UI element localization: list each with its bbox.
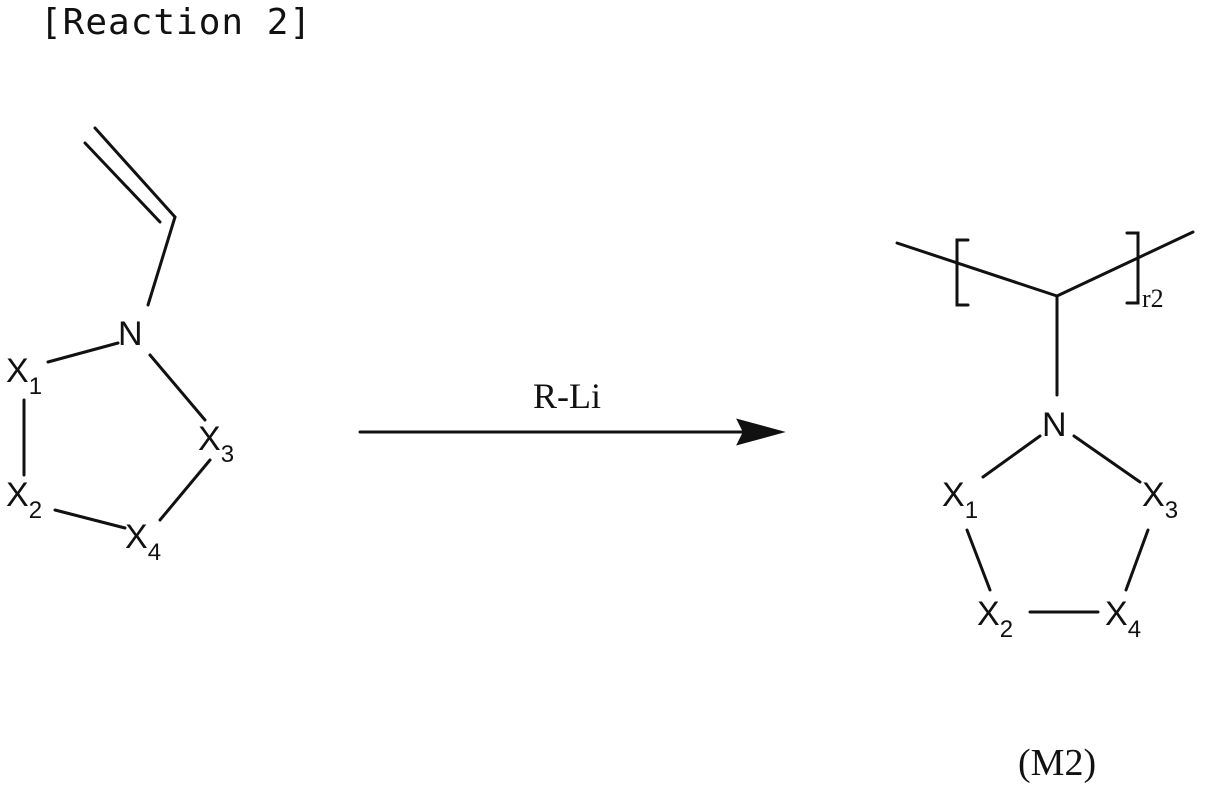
- product-x2-atom: X2: [977, 595, 1013, 643]
- vinyl-double-bond-line-1: [95, 128, 175, 217]
- n-x3-bond: [150, 355, 205, 420]
- repeat-bracket-left: [957, 240, 968, 305]
- repeat-bracket-right: [1127, 233, 1138, 303]
- product-structure: r2 N X1 X3 X2 X4 (M2): [897, 232, 1193, 784]
- vinyl-double-bond-line-2: [85, 143, 160, 222]
- product-x4-atom: X4: [1105, 595, 1141, 643]
- reaction-arrow: R-Li: [360, 376, 782, 444]
- vinyl-n-bond: [148, 217, 175, 305]
- reactant-x4-atom: X4: [125, 518, 161, 566]
- n-x1-bond: [48, 343, 118, 362]
- x3-x4-bond: [160, 460, 210, 520]
- x2-x4-bond: [55, 510, 125, 528]
- reactant-x1-atom: X1: [6, 352, 42, 400]
- reactant-x3-atom: X3: [198, 420, 234, 468]
- reagent-label: R-Li: [533, 376, 601, 416]
- product-x3-atom: X3: [1142, 476, 1178, 524]
- product-n-x3-bond: [1074, 436, 1140, 482]
- product-x1-x2-bond: [967, 530, 990, 590]
- product-x1-atom: X1: [942, 476, 978, 524]
- backbone-right-bond: [1057, 232, 1193, 296]
- product-n-atom: N: [1042, 406, 1067, 444]
- reactant-structure: N X1 X2 X3 X4: [6, 128, 234, 566]
- arrow-head: [738, 420, 782, 444]
- backbone-left-bond: [897, 243, 1057, 296]
- repeat-subscript: r2: [1142, 284, 1164, 313]
- product-label: (M2): [1018, 742, 1096, 784]
- product-n-x1-bond: [983, 436, 1040, 477]
- product-x3-x4-bond: [1126, 530, 1148, 590]
- reactant-n-atom: N: [118, 315, 143, 353]
- reactant-x2-atom: X2: [6, 476, 42, 524]
